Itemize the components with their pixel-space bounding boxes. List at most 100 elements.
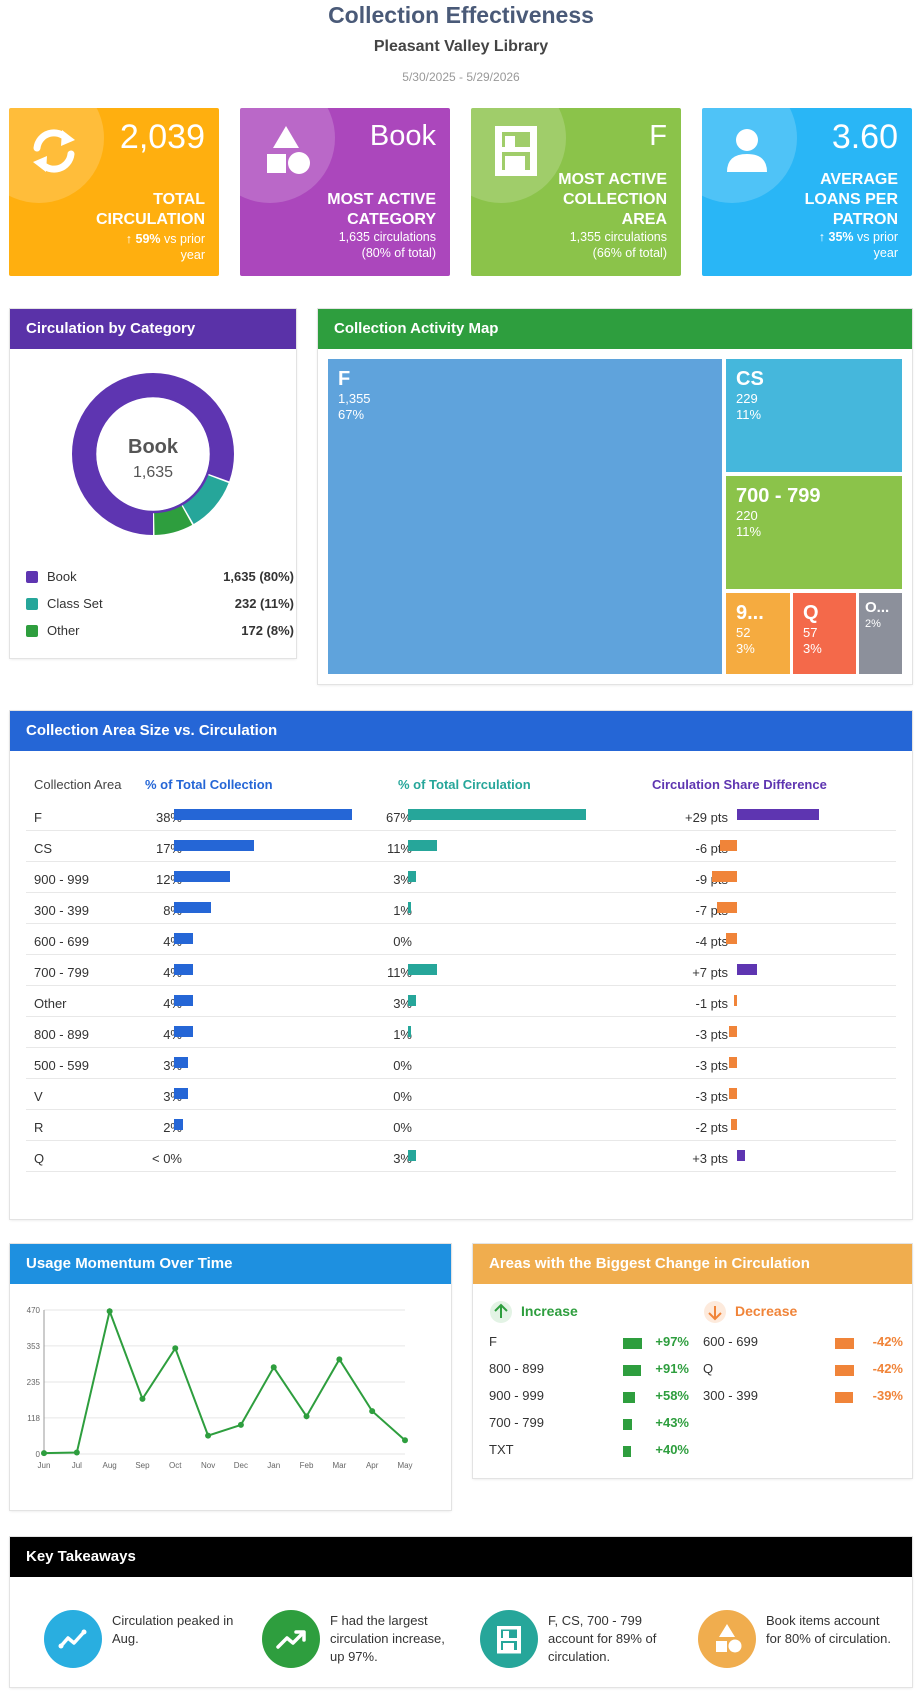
table-row: 600 - 699 4% 0% -4 pts: [26, 924, 896, 955]
difference-bar: [728, 1057, 737, 1068]
kpi-most-active-category: Book MOST ACTIVE CATEGORY 1,635 circulati…: [240, 108, 450, 276]
momentum-line-chart: 0 118 235 353 470 Jun Jul Aug Sep Oct Nov Dec Jan Feb…: [27, 1306, 413, 1470]
data-point[interactable]: [402, 1437, 408, 1444]
legend-swatch: [26, 625, 38, 637]
data-point[interactable]: [336, 1356, 343, 1363]
change-bar: [623, 1446, 631, 1457]
column-header-collection: % of Total Collection: [145, 777, 273, 792]
biggest-change-panel: Areas with the Biggest Change in Circula…: [473, 1244, 912, 1478]
circulation-bar: [408, 840, 438, 851]
circulation-bar: [408, 1026, 411, 1037]
change-pct: -42%: [872, 1334, 903, 1349]
treemap-tile-f[interactable]: F 1,355 67%: [328, 359, 722, 674]
donut-slice-book[interactable]: [72, 373, 234, 535]
x-tick-label: Feb: [300, 1461, 314, 1470]
kpi-detail: 1,635 circulations (80% of total): [338, 230, 436, 260]
person-icon: [727, 129, 767, 172]
data-point[interactable]: [205, 1432, 212, 1439]
category-panel: Circulation by Category Book 1,635 Book 1…: [10, 309, 296, 658]
treemap-tile-900-999[interactable]: 9... 52 3%: [726, 593, 790, 674]
y-tick-label: 235: [27, 1378, 41, 1387]
data-point[interactable]: [106, 1308, 113, 1315]
row-area: V: [34, 1089, 43, 1104]
data-point[interactable]: [303, 1413, 310, 1420]
legend-name: Book: [47, 569, 77, 584]
collection-bar: [174, 995, 193, 1006]
trend-wave-icon: [44, 1610, 102, 1668]
difference-bar: [728, 1088, 737, 1099]
x-tick-label: Apr: [366, 1461, 379, 1470]
panel-title: Collection Activity Map: [318, 309, 912, 349]
row-circulation-pct: 0%: [393, 934, 412, 949]
x-tick-label: Jan: [267, 1461, 280, 1470]
change-area: 300 - 399: [703, 1388, 758, 1403]
row-difference: -7 pts: [695, 903, 728, 918]
circulation-bar: [408, 964, 438, 975]
difference-bar: [737, 964, 757, 975]
change-area: TXT: [489, 1442, 514, 1457]
circulation-bar: [408, 902, 411, 913]
difference-bar: [717, 902, 737, 913]
table-row: 500 - 599 3% 0% -3 pts: [26, 1048, 896, 1079]
row-circulation-pct: 67%: [385, 810, 412, 825]
row-circulation-pct: 0%: [393, 1120, 412, 1135]
kpi-most-active-area: F MOST ACTIVE COLLECTION AREA 1,355 circul…: [471, 108, 681, 276]
x-tick-label: May: [397, 1461, 412, 1470]
table-row: F 38% 67% +29 pts: [26, 800, 896, 831]
table-row: R 2% 0% -2 pts: [26, 1110, 896, 1141]
row-circulation-pct: 3%: [393, 996, 412, 1011]
change-bar: [623, 1419, 632, 1430]
row-area: 800 - 899: [34, 1027, 89, 1042]
treemap-tile-q[interactable]: Q 57 3%: [793, 593, 856, 674]
data-point[interactable]: [369, 1408, 376, 1415]
decrease-row: Q -42%: [703, 1359, 903, 1379]
collection-bar: [174, 1026, 193, 1037]
data-point[interactable]: [139, 1395, 146, 1402]
change-bar: [623, 1392, 635, 1403]
kpi-detail: 1,355 circulations (66% of total): [569, 230, 667, 260]
table-row: Other 4% 3% -1 pts: [26, 986, 896, 1017]
change-area: 600 - 699: [703, 1334, 758, 1349]
takeaway-text: F had the largest circulation increase, …: [330, 1613, 445, 1664]
difference-bar: [728, 1026, 737, 1037]
column-header-difference: Circulation Share Difference: [652, 777, 827, 792]
data-point[interactable]: [270, 1364, 277, 1371]
legend-item-class-set: Class Set 232 (11%): [26, 594, 294, 614]
table-row: CS 17% 11% -6 pts: [26, 831, 896, 862]
x-tick-label: Sep: [135, 1461, 150, 1470]
change-pct: +58%: [655, 1388, 689, 1403]
change-bar: [835, 1338, 855, 1349]
change-area: 900 - 999: [489, 1388, 544, 1403]
kpi-change: ↑ 59% vs prior year: [125, 232, 205, 262]
row-circulation-pct: 1%: [393, 1027, 412, 1042]
legend-swatch: [26, 571, 38, 583]
data-point[interactable]: [237, 1421, 244, 1428]
row-area: CS: [34, 841, 53, 856]
table-row: 800 - 899 4% 1% -3 pts: [26, 1017, 896, 1048]
difference-bar: [737, 1150, 746, 1161]
difference-bar: [720, 840, 737, 851]
kpi-label: TOTAL CIRCULATION: [95, 191, 205, 228]
shapes-icon: [267, 126, 310, 174]
data-point[interactable]: [172, 1345, 179, 1352]
table-row: V 3% 0% -3 pts: [26, 1079, 896, 1110]
trend-up-icon: [262, 1610, 320, 1668]
x-tick-label: Mar: [332, 1461, 346, 1470]
shapes-icon: [698, 1610, 756, 1668]
data-point[interactable]: [41, 1450, 47, 1457]
treemap-tile-700-799[interactable]: 700 - 799 220 11%: [726, 476, 902, 589]
treemap-tile-other[interactable]: O... 2%: [859, 593, 902, 674]
series-line: [43, 1307, 406, 1455]
table-row: Q < 0% 3% +3 pts: [26, 1141, 896, 1172]
change-area: 700 - 799: [489, 1415, 544, 1430]
data-point[interactable]: [73, 1449, 80, 1456]
takeaway-text: Book items account for 80% of circulatio…: [766, 1613, 892, 1646]
column-header-area: Collection Area: [34, 777, 122, 792]
row-difference: +3 pts: [692, 1151, 728, 1166]
donut-inner-ring: [93, 394, 213, 514]
shelves-icon: [480, 1610, 538, 1668]
treemap-tile-cs[interactable]: CS 229 11%: [726, 359, 902, 472]
change-bar: [835, 1365, 855, 1376]
increase-row: 900 - 999 +58%: [489, 1386, 689, 1406]
collection-bar: [174, 1088, 189, 1099]
